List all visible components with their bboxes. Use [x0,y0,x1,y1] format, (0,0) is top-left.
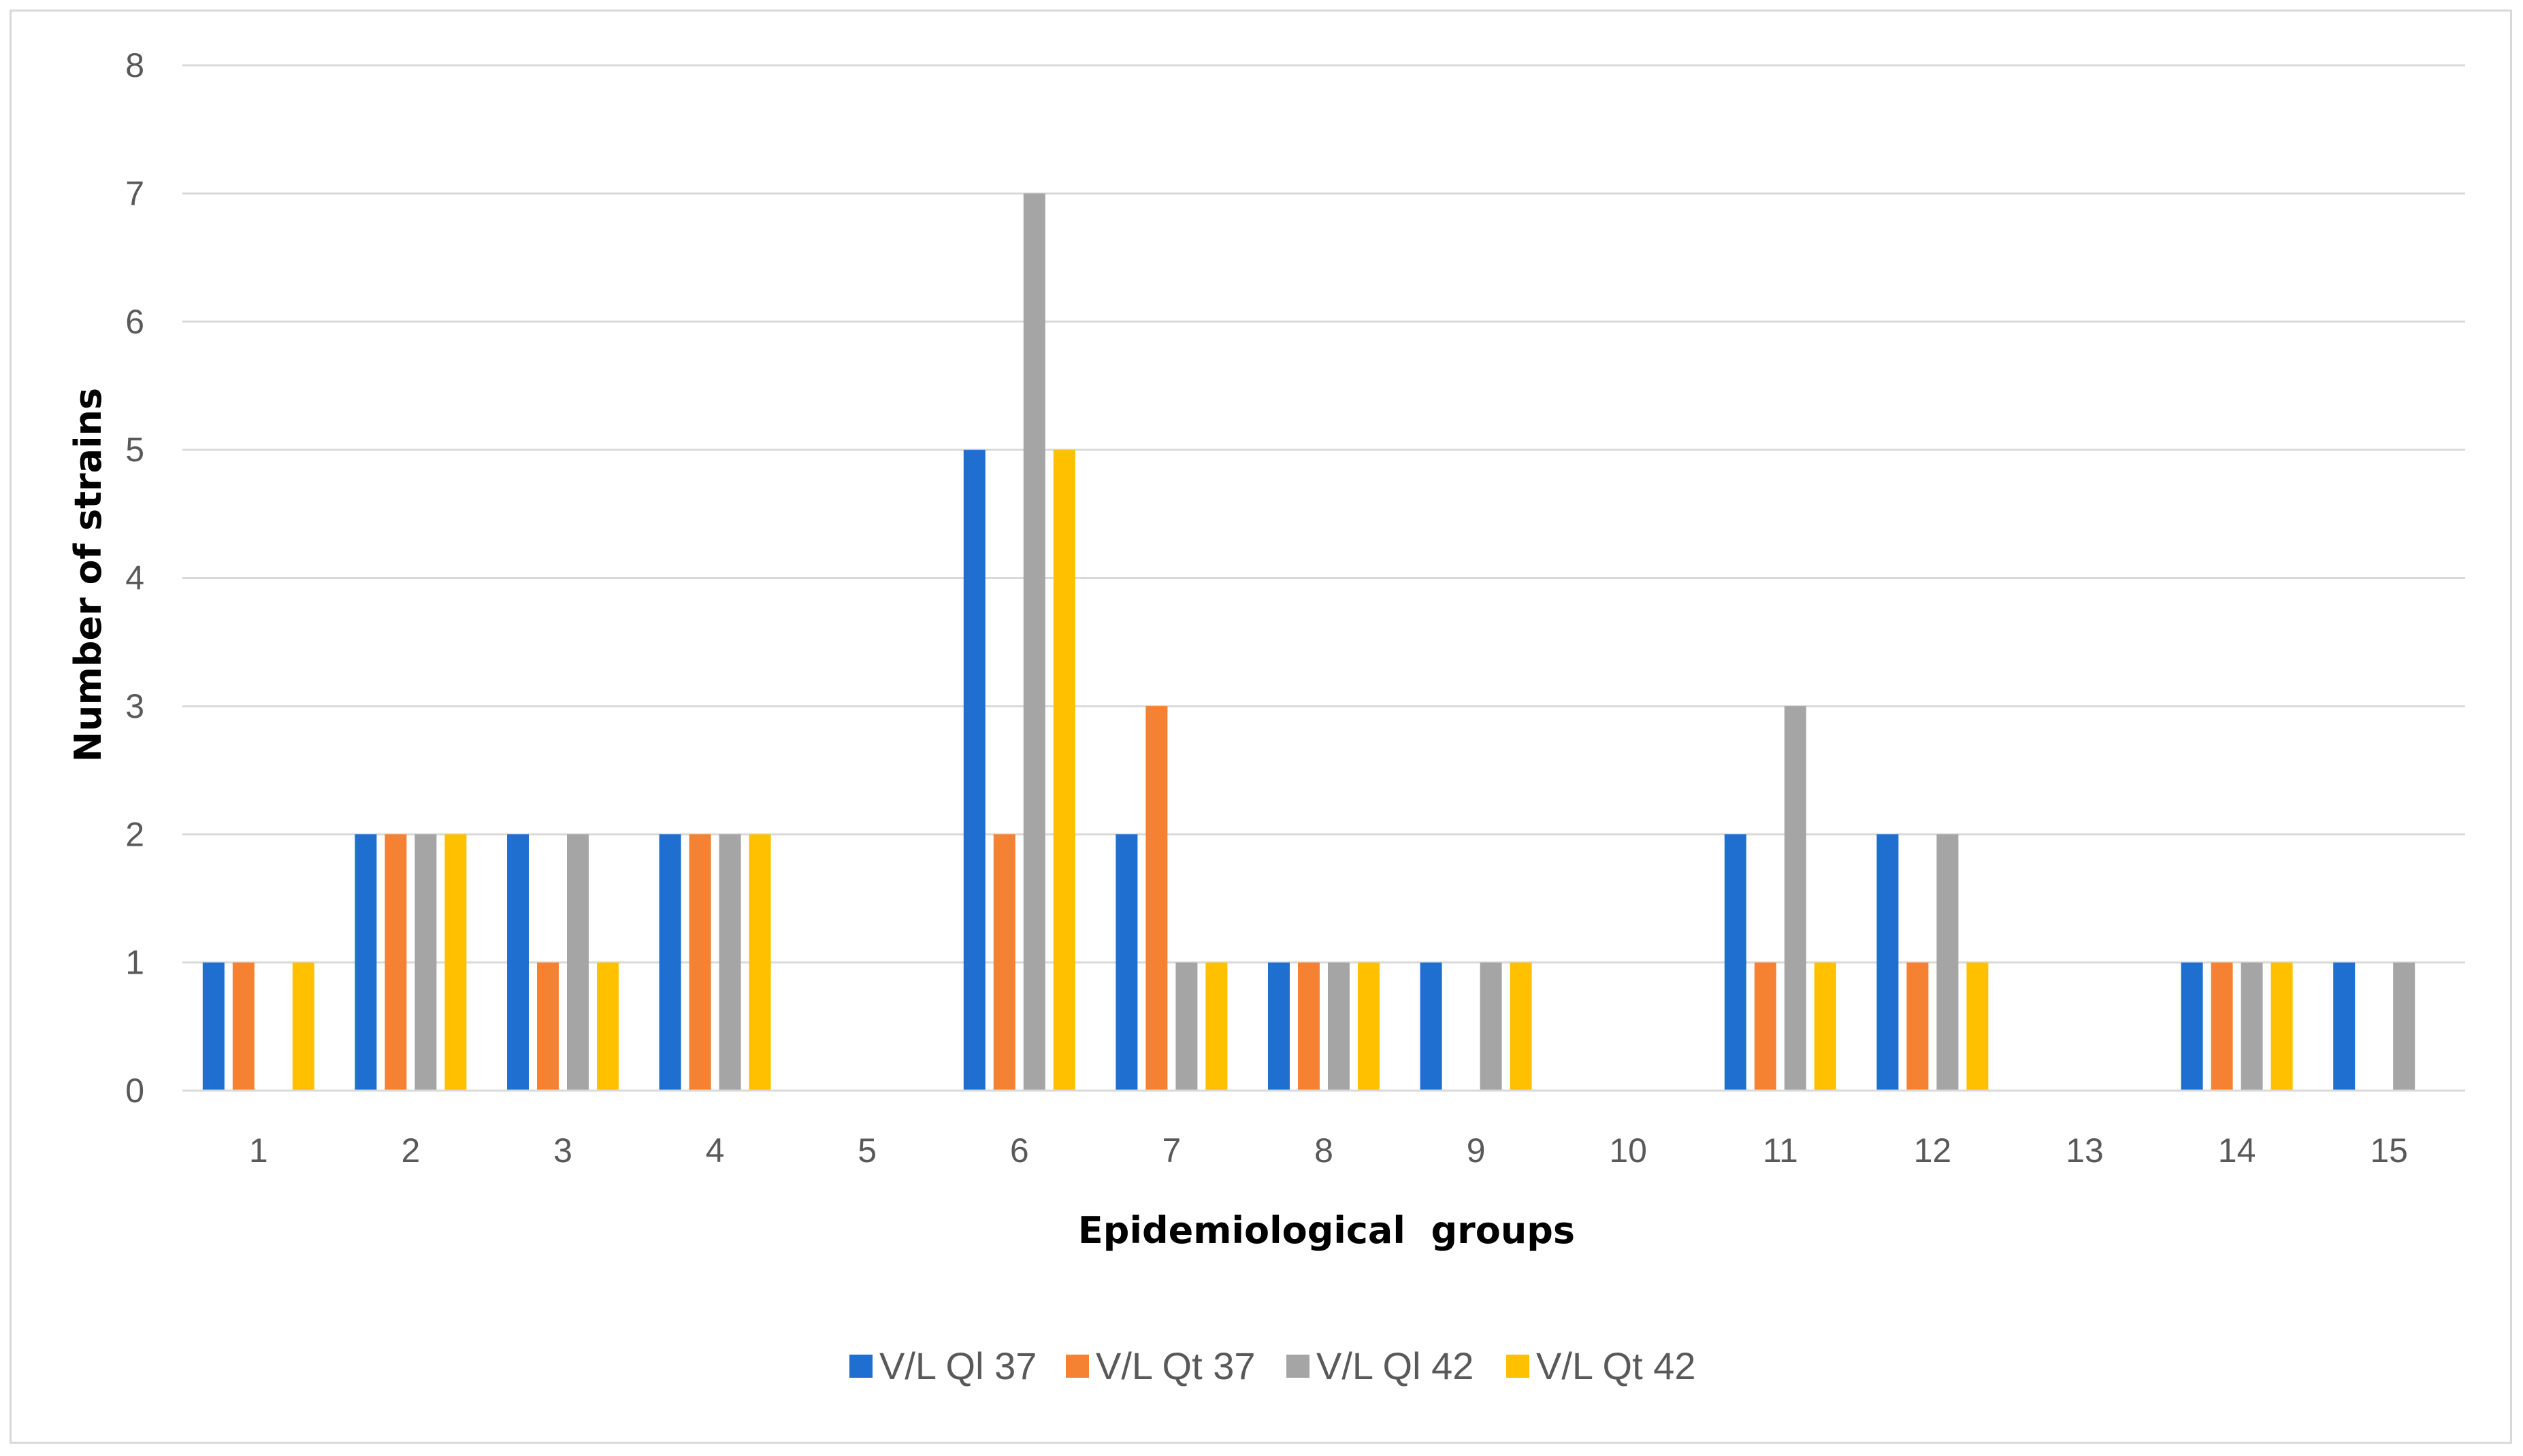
bar-v-l-qt-42-group-1 [292,962,314,1091]
legend-label: V/L Ql 42 [1316,1344,1474,1387]
y-tick-label: 6 [125,303,144,341]
y-tick-label: 7 [125,174,144,212]
bar-v-l-qt-42-group-11 [1814,962,1836,1091]
bar-v-l-ql-37-group-2 [355,834,377,1091]
bar-v-l-qt-37-group-11 [1754,962,1776,1091]
bar-v-l-ql-37-group-3 [507,834,529,1091]
bar-v-l-qt-37-group-7 [1145,706,1168,1091]
bar-v-l-ql-42-group-7 [1175,962,1198,1091]
gridlines [182,64,2465,964]
bar-v-l-qt-37-group-2 [385,834,407,1091]
bar-v-l-ql-37-group-9 [1420,962,1442,1091]
x-tick-label: 3 [553,1131,572,1170]
bar-v-l-ql-42-group-9 [1480,962,1502,1091]
chart-frame [10,10,2512,1444]
y-tick-label: 2 [125,815,144,853]
bar-v-l-qt-42-group-9 [1510,962,1532,1091]
y-tick-label: 1 [125,944,144,982]
legend-swatch [1506,1355,1529,1378]
y-tick-label: 0 [125,1072,144,1110]
x-tick-label: 1 [249,1131,268,1170]
bar-v-l-qt-37-group-6 [993,834,1015,1091]
bar-v-l-ql-42-group-12 [1936,834,1959,1091]
x-tick-label: 11 [1763,1131,1798,1170]
bar-v-l-qt-37-group-3 [537,962,559,1091]
x-tick-label: 15 [2370,1131,2408,1170]
y-tick-label: 3 [125,687,144,725]
bar-v-l-qt-42-group-7 [1205,962,1228,1091]
x-axis-title: Epidemiological groups [1078,1209,1575,1252]
bar-v-l-qt-42-group-14 [2270,962,2293,1091]
bar-v-l-ql-42-group-2 [414,834,437,1091]
bar-v-l-ql-37-group-4 [659,834,681,1091]
bar-v-l-ql-42-group-15 [2393,962,2415,1091]
legend-swatch [849,1355,873,1378]
bar-v-l-qt-42-group-6 [1053,450,1075,1091]
legend-label: V/L Qt 37 [1096,1344,1256,1387]
bar-v-l-ql-37-group-11 [1724,834,1746,1091]
y-axis-title: Number of strains [67,388,110,762]
x-tick-label: 14 [2218,1131,2256,1170]
bar-v-l-qt-37-group-14 [2211,962,2233,1091]
x-tick-label: 10 [1609,1131,1647,1170]
bar-v-l-qt-37-group-1 [232,962,255,1091]
x-tick-label: 6 [1010,1131,1029,1170]
legend-label: V/L Qt 42 [1536,1344,1696,1387]
y-tick-label: 4 [125,559,144,597]
x-tick-label: 9 [1467,1131,1486,1170]
bar-v-l-ql-37-group-15 [2333,962,2356,1091]
bar-v-l-ql-37-group-6 [963,450,986,1091]
bar-v-l-ql-42-group-11 [1784,706,1806,1091]
y-tick-label: 5 [125,431,144,469]
bar-v-l-qt-42-group-8 [1358,962,1380,1091]
x-tick-label: 7 [1162,1131,1181,1170]
bar-v-l-qt-37-group-4 [689,834,711,1091]
legend: V/L Ql 37 V/L Qt 37 V/L Ql 42 V/L Qt 42 [849,1344,1696,1387]
legend-label: V/L Ql 37 [879,1344,1037,1387]
y-tick-labels: 0 1 2 3 4 5 6 7 8 [125,46,144,1110]
bar-v-l-ql-37-group-1 [202,962,225,1091]
x-tick-label: 2 [401,1131,420,1170]
bar-v-l-qt-42-group-12 [1966,962,1989,1091]
x-tick-label: 13 [2066,1131,2104,1170]
bar-v-l-ql-37-group-8 [1268,962,1290,1091]
y-tick-label: 8 [125,46,144,84]
bar-v-l-ql-37-group-14 [2181,962,2203,1091]
bar-v-l-qt-42-group-4 [749,834,771,1091]
bar-v-l-ql-42-group-8 [1328,962,1350,1091]
x-tick-label: 12 [1914,1131,1952,1170]
bar-v-l-ql-42-group-4 [719,834,741,1091]
bar-v-l-ql-42-group-6 [1023,193,1045,1091]
bar-v-l-qt-42-group-2 [444,834,467,1091]
bar-v-l-qt-42-group-3 [597,962,619,1091]
bar-v-l-qt-37-group-12 [1906,962,1929,1091]
x-tick-label: 5 [858,1131,877,1170]
bars [202,193,2415,1091]
x-tick-label: 4 [706,1131,725,1170]
legend-swatch [1066,1355,1089,1378]
bar-v-l-ql-42-group-14 [2241,962,2263,1091]
bar-v-l-ql-37-group-12 [1876,834,1899,1091]
legend-swatch [1286,1355,1309,1378]
bar-v-l-ql-42-group-3 [567,834,589,1091]
bar-v-l-ql-37-group-7 [1116,834,1138,1091]
x-tick-labels: 1 2 3 4 5 6 7 8 9 10 11 12 13 14 15 [249,1131,2408,1170]
bar-v-l-qt-37-group-8 [1298,962,1320,1091]
x-tick-label: 8 [1314,1131,1333,1170]
